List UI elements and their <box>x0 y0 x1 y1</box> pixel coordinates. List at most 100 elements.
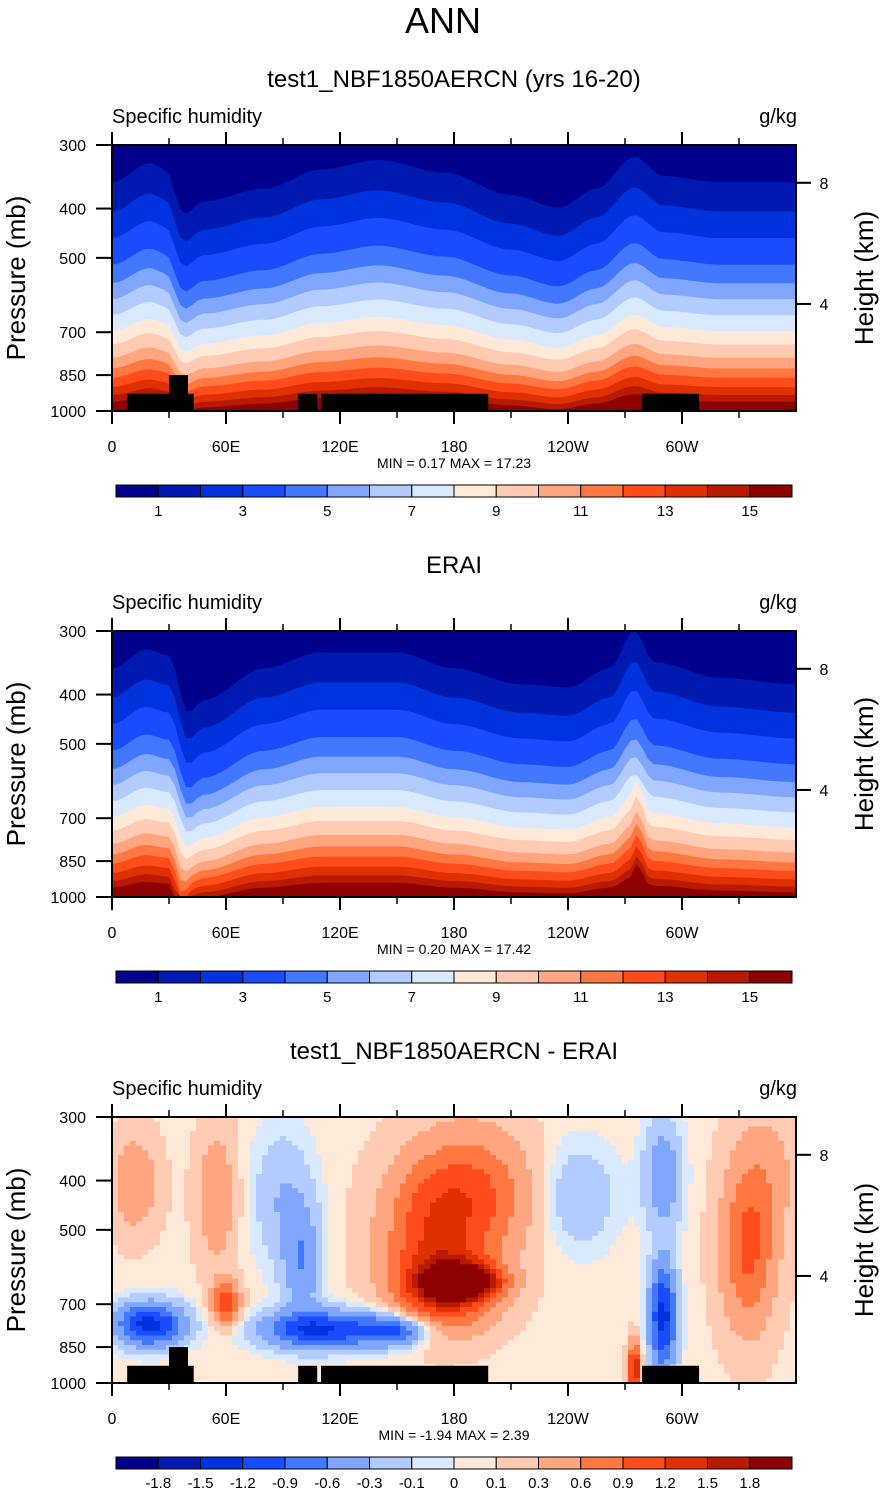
contour-cell <box>772 1307 791 1313</box>
contour-cell <box>772 1235 785 1242</box>
contour-cell <box>730 1326 767 1332</box>
contour-cell <box>112 1193 119 1199</box>
y-tick-label: 700 <box>59 325 86 342</box>
contour-cell <box>316 1240 323 1246</box>
contour-cell <box>700 1264 719 1270</box>
contour-cell <box>472 1207 497 1213</box>
contour-cell <box>778 1264 796 1270</box>
contour-cell <box>424 1178 491 1185</box>
contour-cell <box>478 1297 485 1303</box>
contour-cell <box>682 1193 689 1199</box>
contour-cell <box>670 1283 677 1289</box>
contour-cell <box>124 1311 137 1318</box>
contour-cell <box>502 1269 509 1275</box>
contour-cell <box>682 1178 695 1185</box>
contour-cell <box>484 1288 491 1294</box>
contour-cell <box>388 1307 401 1313</box>
contour-cell <box>166 1307 185 1313</box>
contour-cell <box>328 1354 389 1360</box>
contour-cell <box>718 1273 731 1280</box>
contour-cell <box>622 1345 629 1351</box>
y-axis-title: Pressure (mb) <box>1 1168 31 1333</box>
contour-cell <box>784 1335 796 1341</box>
contour-cell <box>532 1221 545 1227</box>
contour-cell <box>502 1283 515 1289</box>
contour-cell <box>112 1117 119 1123</box>
contour-cell <box>376 1316 401 1322</box>
contour-cell <box>772 1364 796 1370</box>
contour-cell <box>346 1278 371 1284</box>
contour-cell <box>670 1140 683 1147</box>
contour-band <box>112 631 796 712</box>
y-tick-label: 500 <box>59 1223 86 1240</box>
contour-cell <box>688 1140 713 1147</box>
contour-cell <box>676 1197 683 1204</box>
contour-cell <box>244 1316 251 1322</box>
contour-cell <box>772 1254 785 1261</box>
contour-cell <box>424 1359 479 1365</box>
contour-cell <box>646 1254 659 1261</box>
contour-cell <box>652 1326 659 1332</box>
contour-cell <box>742 1259 755 1265</box>
contour-cell <box>346 1193 377 1199</box>
contour-cell <box>688 1288 707 1294</box>
colorbar-label: 7 <box>408 989 416 1006</box>
contour-field <box>112 145 796 411</box>
colorbar-swatch <box>115 484 159 498</box>
contour-cell <box>412 1169 437 1175</box>
contour-cell <box>754 1259 767 1265</box>
contour-cell <box>436 1169 485 1175</box>
contour-cell <box>646 1126 677 1132</box>
contour-cell <box>190 1226 203 1232</box>
contour-cell <box>250 1150 269 1156</box>
contour-cell <box>358 1340 413 1346</box>
contour-cell <box>592 1259 641 1265</box>
contour-cell <box>400 1311 407 1318</box>
contour-cell <box>772 1207 785 1213</box>
contour-cell <box>640 1197 653 1204</box>
contour-cell <box>658 1311 671 1318</box>
contour-cell <box>640 1273 647 1280</box>
contour-cell <box>778 1278 796 1284</box>
contour-cell <box>520 1292 545 1299</box>
contour-cell <box>250 1250 269 1256</box>
contour-cell <box>676 1254 683 1261</box>
contour-cell <box>148 1207 173 1213</box>
contour-cell <box>202 1297 209 1303</box>
contour-cell <box>778 1259 796 1265</box>
contour-cell <box>418 1335 425 1341</box>
contour-cell <box>388 1245 407 1251</box>
contour-cell <box>112 1169 119 1175</box>
contour-cell <box>664 1269 677 1275</box>
contour-cell <box>670 1288 677 1294</box>
contour-cell <box>688 1159 707 1166</box>
contour-cell <box>148 1297 155 1303</box>
colorbar-label: -0.3 <box>357 1475 383 1492</box>
contour-cell <box>190 1349 251 1356</box>
contour-cell <box>220 1283 233 1289</box>
contour-cell <box>790 1169 796 1175</box>
colorbar-swatch <box>453 1456 497 1470</box>
contour-cell <box>418 1264 431 1270</box>
contour-cell <box>286 1359 347 1365</box>
contour-cell <box>676 1240 683 1246</box>
contour-cell <box>706 1292 725 1299</box>
contour-cell <box>298 1264 305 1270</box>
contour-cell <box>484 1269 491 1275</box>
contour-cell <box>508 1288 521 1294</box>
contour-cell <box>670 1278 677 1284</box>
contour-cell <box>238 1117 263 1123</box>
contour-cell <box>634 1345 641 1351</box>
contour-cell <box>658 1302 665 1308</box>
contour-cell <box>412 1259 425 1265</box>
colorbar-swatch <box>200 1456 244 1470</box>
contour-cell <box>208 1235 227 1242</box>
x-tick-label: 60E <box>212 1411 240 1428</box>
contour-band <box>112 145 796 214</box>
contour-cell <box>676 1359 683 1365</box>
contour-cell <box>634 1221 647 1227</box>
topography-mask <box>169 1347 188 1383</box>
contour-cell <box>328 1316 377 1322</box>
contour-cell <box>772 1216 785 1223</box>
contour-cell <box>118 1117 155 1123</box>
